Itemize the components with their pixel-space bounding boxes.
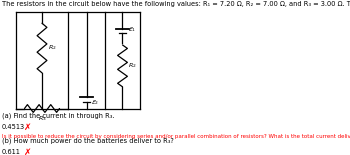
Text: ✗: ✗	[24, 123, 31, 132]
Text: (b) How much power do the batteries deliver to R₃?: (b) How much power do the batteries deli…	[2, 137, 174, 144]
Text: 0.4513: 0.4513	[2, 124, 25, 130]
Text: The resistors in the circuit below have the following values: R₁ = 7.20 Ω, R₂ = : The resistors in the circuit below have …	[2, 1, 350, 7]
Text: $R_2$: $R_2$	[128, 61, 137, 70]
Text: $R_3$: $R_3$	[38, 114, 46, 123]
Text: ✗: ✗	[24, 148, 31, 155]
Text: Is it possible to reduce the circuit by considering series and/or parallel combi: Is it possible to reduce the circuit by …	[2, 134, 350, 139]
Text: (a) Find the current in through R₃.: (a) Find the current in through R₃.	[2, 112, 114, 119]
Text: $R_2$: $R_2$	[48, 44, 56, 53]
Text: $\mathcal{E}_1$: $\mathcal{E}_1$	[128, 25, 136, 34]
Text: 0.611: 0.611	[2, 149, 21, 155]
Text: $\mathcal{E}_2$: $\mathcal{E}_2$	[91, 98, 99, 107]
